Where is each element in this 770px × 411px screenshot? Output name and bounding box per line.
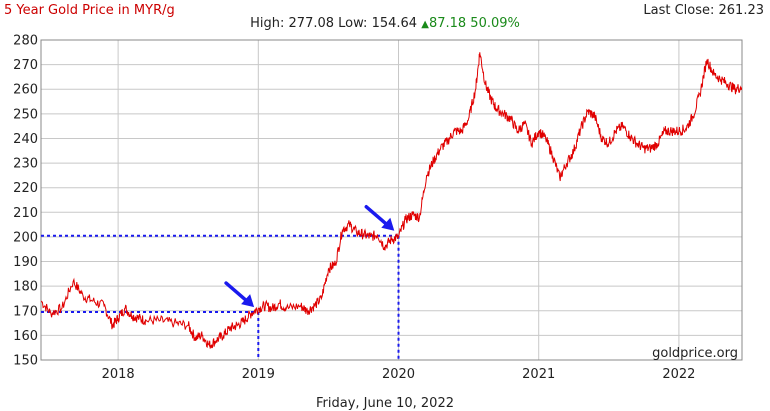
y-tick-label: 150 bbox=[13, 354, 38, 369]
arrow-icon bbox=[381, 217, 395, 231]
x-axis-ticks: 2018 2019 2020 2021 2022 bbox=[102, 367, 696, 382]
x-tick-label: 2019 bbox=[242, 367, 275, 382]
annotations bbox=[41, 234, 400, 360]
x-tick-label: 2018 bbox=[102, 367, 135, 382]
y-tick-label: 280 bbox=[13, 34, 38, 49]
low-value: 154.64 bbox=[371, 16, 418, 31]
change-percent: 50.09% bbox=[470, 16, 520, 31]
y-tick-label: 160 bbox=[13, 329, 38, 344]
price-line-series bbox=[41, 52, 742, 349]
y-tick-label: 190 bbox=[13, 255, 38, 270]
chart-title: 5 Year Gold Price in MYR/g bbox=[4, 3, 175, 18]
high-value: 277.08 bbox=[288, 16, 335, 31]
y-tick-label: 250 bbox=[13, 107, 38, 122]
x-tick-label: 2020 bbox=[382, 367, 415, 382]
chart-date: Friday, June 10, 2022 bbox=[316, 396, 454, 411]
y-tick-label: 270 bbox=[13, 58, 38, 73]
grid bbox=[41, 39, 742, 361]
y-tick-label: 260 bbox=[13, 83, 38, 98]
high-label: High: bbox=[250, 16, 285, 31]
plot-frame bbox=[40, 39, 743, 361]
y-tick-label: 170 bbox=[13, 304, 38, 319]
y-axis-ticks: 150 160 170 180 190 200 210 220 230 240 250 260 270 2… bbox=[13, 34, 38, 369]
y-tick-label: 230 bbox=[13, 157, 38, 172]
low-label: Low: bbox=[338, 16, 368, 31]
x-tick-label: 2021 bbox=[522, 367, 555, 382]
arrow-shaft bbox=[224, 281, 250, 304]
arrow-shaft bbox=[364, 205, 391, 228]
last-close: Last Close: 261.23 bbox=[643, 3, 764, 18]
y-tick-label: 220 bbox=[13, 181, 38, 196]
y-tick-label: 200 bbox=[13, 230, 38, 245]
y-tick-label: 180 bbox=[13, 280, 38, 295]
change-value: 87.18 bbox=[428, 16, 467, 31]
arrow-icon bbox=[241, 294, 255, 308]
y-tick-label: 240 bbox=[13, 132, 38, 147]
price-stats: High: 277.08 Low: 154.64 ▲87.18 50.09% bbox=[0, 16, 770, 31]
watermark: goldprice.org bbox=[652, 346, 738, 361]
up-triangle-icon: ▲ bbox=[421, 19, 429, 30]
arrows bbox=[224, 205, 395, 308]
x-tick-label: 2022 bbox=[662, 367, 695, 382]
y-tick-label: 210 bbox=[13, 206, 38, 221]
